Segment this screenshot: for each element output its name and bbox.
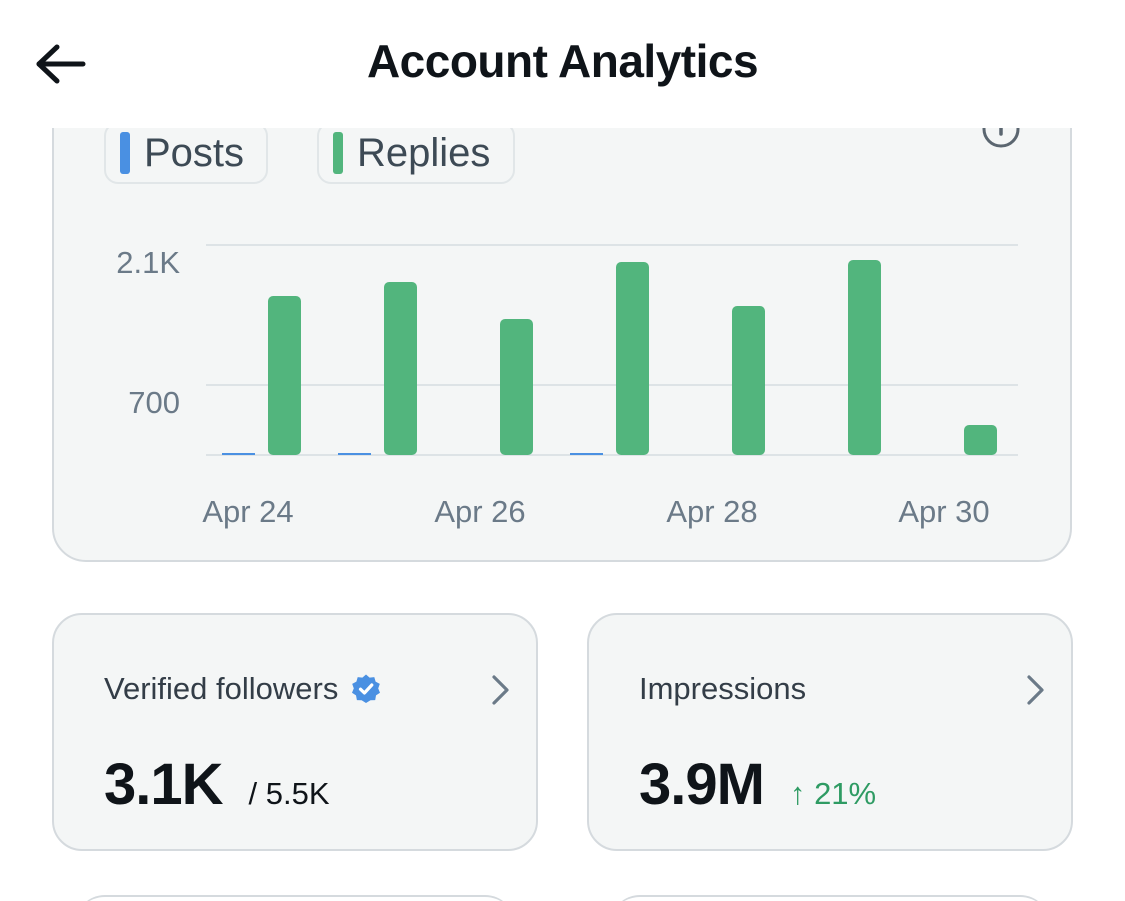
verified-followers-title: Verified followers bbox=[104, 671, 339, 706]
arrow-left-icon bbox=[36, 44, 86, 84]
legend-replies-label: Replies bbox=[357, 130, 491, 175]
posts-bar[interactable] bbox=[222, 453, 255, 455]
verified-followers-title-row: Verified followers bbox=[104, 671, 382, 707]
next-card-right-edge[interactable] bbox=[610, 895, 1050, 901]
y-tick-label: 2.1K bbox=[116, 245, 180, 280]
replies-bar[interactable] bbox=[384, 282, 417, 455]
impressions-value: 3.9M bbox=[639, 752, 765, 817]
verified-followers-value: 3.1K bbox=[104, 752, 224, 817]
chevron-right-icon bbox=[492, 675, 509, 705]
x-tick-label: Apr 24 bbox=[202, 494, 293, 529]
replies-bar[interactable] bbox=[964, 425, 997, 455]
y-tick-label: 700 bbox=[128, 385, 180, 420]
verified-badge-icon bbox=[352, 674, 381, 703]
impressions-card[interactable]: Impressions 3.9M ↑ 21% bbox=[587, 613, 1073, 851]
posts-swatch bbox=[120, 132, 130, 174]
verified-followers-value-row: 3.1K / 5.5K bbox=[104, 751, 330, 818]
top-bar: Account Analytics bbox=[0, 0, 1125, 128]
x-tick-label: Apr 26 bbox=[434, 494, 525, 529]
posts-bar[interactable] bbox=[338, 453, 371, 455]
next-card-left-edge[interactable] bbox=[75, 895, 515, 901]
chart-card: Posts Replies 2.1K 700 Apr 24 Apr 26 Apr 28 A… bbox=[52, 60, 1072, 562]
page-title: Account Analytics bbox=[366, 35, 759, 87]
x-tick-label: Apr 28 bbox=[666, 494, 757, 529]
x-tick-label: Apr 30 bbox=[898, 494, 989, 529]
legend-replies-chip[interactable]: Replies bbox=[317, 122, 515, 184]
replies-bar-chart: 2.1K 700 Apr 24 Apr 26 Apr 28 Apr 30 bbox=[116, 244, 1018, 529]
replies-bar[interactable] bbox=[848, 260, 881, 455]
impressions-change: ↑ 21% bbox=[789, 776, 877, 811]
legend-posts-label: Posts bbox=[144, 130, 245, 175]
back-button[interactable] bbox=[30, 36, 90, 92]
impressions-value-row: 3.9M ↑ 21% bbox=[639, 751, 876, 818]
impressions-title-row: Impressions bbox=[639, 671, 806, 707]
impressions-title: Impressions bbox=[639, 671, 807, 706]
replies-bar[interactable] bbox=[500, 319, 533, 455]
replies-bar[interactable] bbox=[616, 262, 649, 455]
replies-bar[interactable] bbox=[732, 306, 765, 455]
replies-bar[interactable] bbox=[268, 296, 301, 455]
verified-followers-card[interactable]: Verified followers 3.1K / 5.5K bbox=[52, 613, 538, 851]
verified-followers-total: / 5.5K bbox=[248, 776, 330, 811]
chevron-right-icon bbox=[1027, 675, 1044, 705]
legend-posts-chip[interactable]: Posts bbox=[104, 122, 268, 184]
replies-swatch bbox=[333, 132, 343, 174]
posts-bar[interactable] bbox=[570, 453, 603, 455]
